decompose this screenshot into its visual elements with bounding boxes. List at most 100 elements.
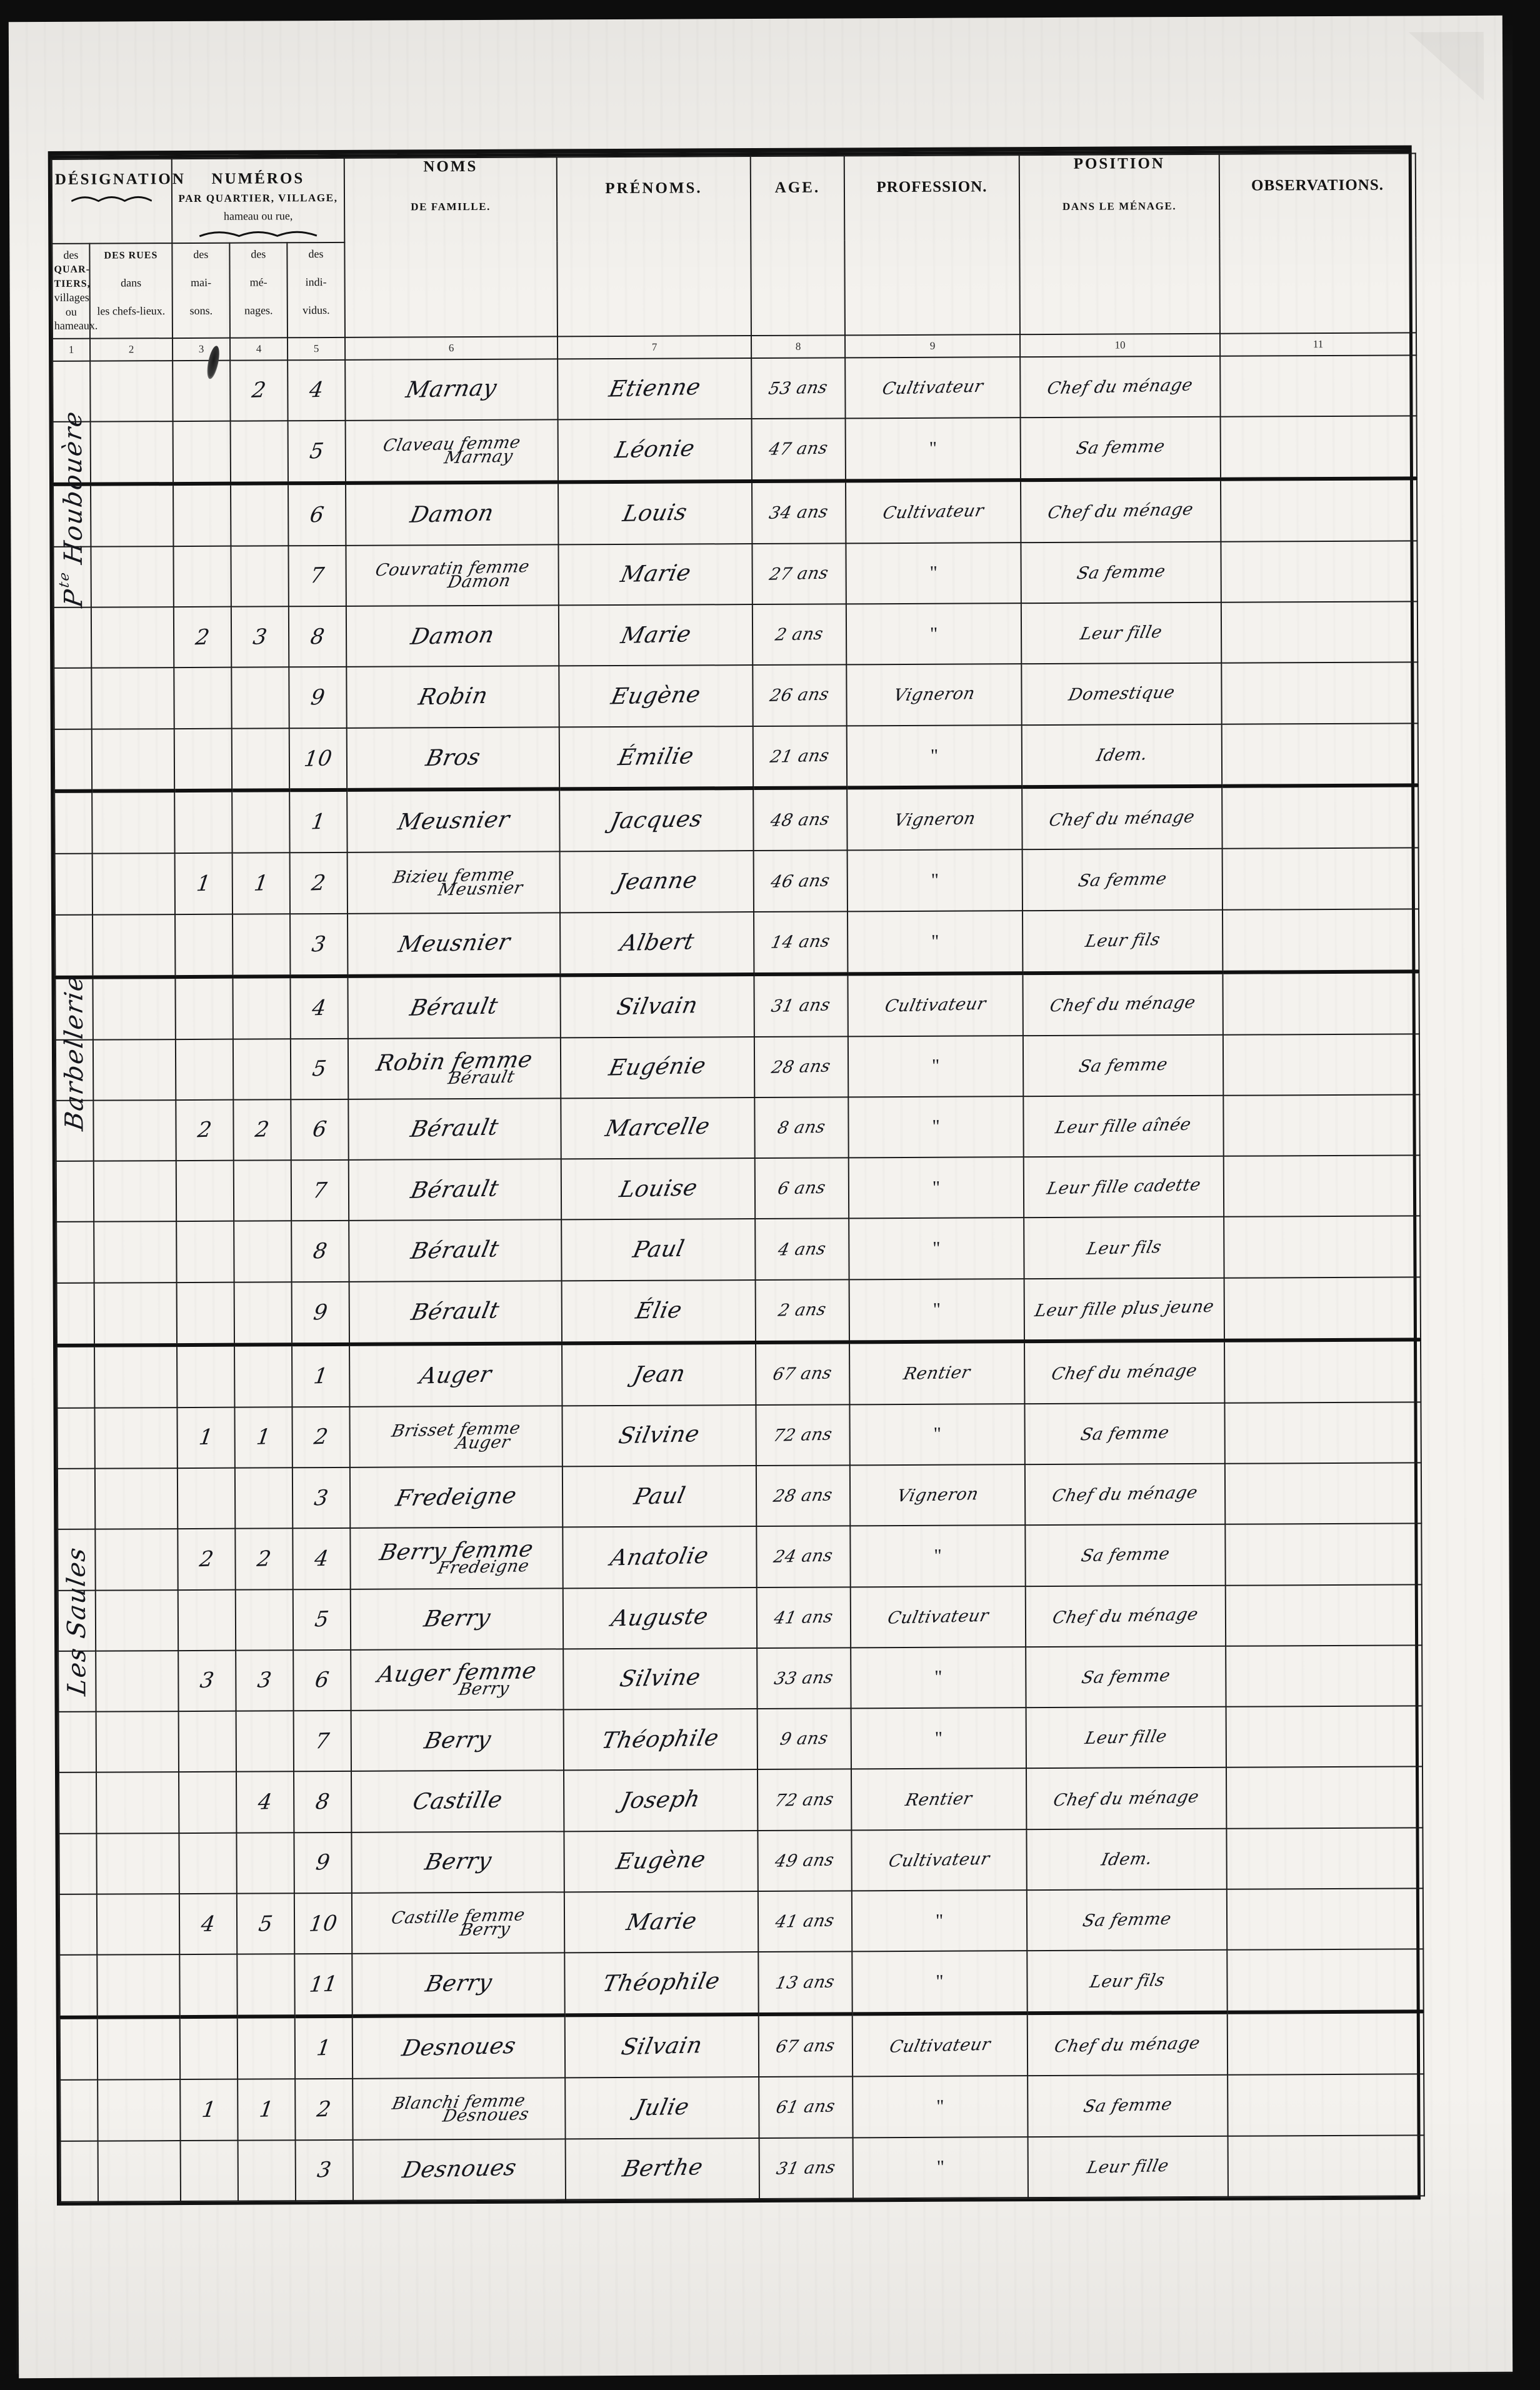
cell-numero-individu: 2 xyxy=(292,1406,350,1468)
cell-village xyxy=(59,1833,97,1894)
cell-prenom-value: Émilie xyxy=(616,742,697,771)
cell-position: Chef du ménage xyxy=(1027,2012,1228,2076)
cell-position: Leur fille xyxy=(1026,1706,1227,1769)
cell-profession: " xyxy=(847,849,1023,912)
cell-numero-menage: 3 xyxy=(236,1650,294,1711)
cell-numero-individu-value: 7 xyxy=(311,1178,329,1204)
cell-numero-menage: 1 xyxy=(238,2079,296,2141)
cell-profession-value: " xyxy=(934,1728,943,1749)
cell-observations xyxy=(1224,1401,1421,1464)
cell-prenom: Auguste xyxy=(562,1587,758,1649)
cell-nom-famille-second-line: Marnay xyxy=(442,446,515,468)
cell-nom-famille-value: Bros xyxy=(423,744,483,771)
cell-profession-value: Cultivateur xyxy=(880,376,986,399)
cell-prenom: Joseph xyxy=(564,1769,758,1832)
cell-rue xyxy=(92,914,176,978)
cell-numero-menage xyxy=(232,790,290,854)
cell-position-value: Sa femme xyxy=(1075,561,1168,584)
cell-prenom: Jacques xyxy=(559,788,754,852)
cell-village xyxy=(60,2079,98,2141)
cell-profession-value: " xyxy=(929,623,938,644)
cell-nom-famille-value: Marnay xyxy=(404,375,499,404)
cell-numero-individu-value: 9 xyxy=(309,684,327,711)
cell-numero-individu: 10 xyxy=(294,1892,352,1954)
cell-prenom: Émilie xyxy=(559,726,754,789)
cell-profession-value: Vigneron xyxy=(895,1484,981,1506)
cell-village xyxy=(56,1100,94,1162)
cell-profession-value: " xyxy=(929,562,938,584)
cell-numero-maison: 3 xyxy=(178,1650,236,1712)
cell-numero-individu: 1 xyxy=(292,1344,350,1407)
wave-rule-icon xyxy=(71,196,152,202)
cell-prenom: Paul xyxy=(561,1219,756,1281)
cell-position-value: Sa femme xyxy=(1081,2095,1174,2117)
cell-position: Leur fils xyxy=(1022,909,1223,973)
colnum-7: 7 xyxy=(558,335,752,359)
cell-nom-famille: Robin femme Bérault xyxy=(348,1037,561,1099)
cell-numero-menage xyxy=(231,545,289,607)
cell-nom-famille-second-line: Fredeigne xyxy=(436,1556,531,1579)
cell-village xyxy=(58,1711,97,1773)
cell-position-value: Idem. xyxy=(1099,1849,1154,1870)
cell-profession-value: Cultivateur xyxy=(887,1849,992,1871)
cell-age: 28 ans xyxy=(756,1465,851,1527)
cell-nom-famille: Meusnier xyxy=(347,789,560,853)
cell-prenom: Julie xyxy=(565,2077,759,2139)
cell-village xyxy=(56,1282,95,1346)
header-sub-maisons: des mai- sons. xyxy=(172,242,230,338)
table-row: 2 3 8 Damon Marie 2 ans " Leur fille xyxy=(53,601,1418,669)
table-row: 9 Berry Eugène 49 ans Cultivateur Idem. xyxy=(59,1828,1423,1894)
cell-numero-maison xyxy=(179,1954,238,2018)
cell-numero-menage xyxy=(232,913,291,977)
cell-nom-famille: Fredeigne xyxy=(349,1466,563,1529)
cell-numero-menage xyxy=(232,1038,291,1100)
cell-age-value: 46 ans xyxy=(769,871,832,892)
cell-village xyxy=(57,1345,95,1408)
cell-position-value: Sa femme xyxy=(1081,1909,1173,1931)
cell-observations xyxy=(1225,1584,1422,1646)
cell-numero-individu: 2 xyxy=(289,852,348,914)
header-sub-quartiers: des QUAR- TIERS, villages ou hameaux. xyxy=(52,243,98,339)
cell-age-value: 13 ans xyxy=(774,1972,837,1993)
cell-rue xyxy=(94,1407,178,1469)
cell-age-value: 47 ans xyxy=(767,438,830,460)
cell-age-value: 67 ans xyxy=(774,2036,837,2057)
cell-nom-famille: Marnay xyxy=(345,358,558,421)
cell-profession: " xyxy=(852,2076,1028,2138)
header-sub-rues: DES RUES dans les chefs-lieux. xyxy=(89,242,172,339)
cell-village xyxy=(54,668,92,729)
cell-profession: " xyxy=(851,1890,1028,1952)
cell-position-value: Chef du ménage xyxy=(1052,2033,1202,2057)
table-row: 3 Fredeigne Paul 28 ans Vigneron Chef du ména… xyxy=(57,1462,1422,1530)
cell-nom-famille: Claveau femme Marnay xyxy=(345,419,559,483)
cell-profession-value: " xyxy=(936,2156,945,2178)
cell-nom-famille-value: Damon xyxy=(408,622,497,650)
cell-numero-maison xyxy=(180,2140,239,2202)
cell-prenom-value: Théophile xyxy=(599,1725,722,1754)
header-position: POSITION DANS LE MÉNAGE. xyxy=(1019,154,1221,334)
cell-profession: " xyxy=(846,724,1022,788)
table-row: 5 Claveau femme Marnay Léonie 47 ans " Sa femm… xyxy=(52,416,1418,484)
cell-age: 41 ans xyxy=(756,1586,851,1648)
header-designation-title: DÉSIGNATION xyxy=(54,170,186,188)
cell-nom-famille-value: Berry xyxy=(421,1604,493,1632)
cell-observations xyxy=(1226,1828,1423,1889)
sub-line: hameaux. xyxy=(54,319,98,332)
cell-nom-famille-value: Robin xyxy=(416,682,490,711)
cell-numero-menage xyxy=(231,728,290,791)
cell-village xyxy=(53,607,92,669)
cell-profession: " xyxy=(852,2136,1029,2199)
cell-numero-maison xyxy=(172,360,231,421)
cell-village xyxy=(59,1955,98,2018)
sub-line: mé- xyxy=(249,275,268,289)
cell-nom-famille-value: Bérault xyxy=(409,1236,502,1265)
cell-observations xyxy=(1221,722,1419,787)
cell-numero-individu: 6 xyxy=(291,1099,349,1161)
cell-prenom-value: Marie xyxy=(624,1908,699,1936)
cell-age-value: 31 ans xyxy=(774,2158,838,2179)
cell-rue xyxy=(91,607,174,668)
cell-numero-maison-value: 2 xyxy=(194,624,211,650)
cell-nom-famille: Berry xyxy=(351,1831,564,1893)
header-position-line2: DANS LE MÉNAGE. xyxy=(1062,200,1177,212)
cell-profession: Cultivateur xyxy=(845,356,1021,419)
